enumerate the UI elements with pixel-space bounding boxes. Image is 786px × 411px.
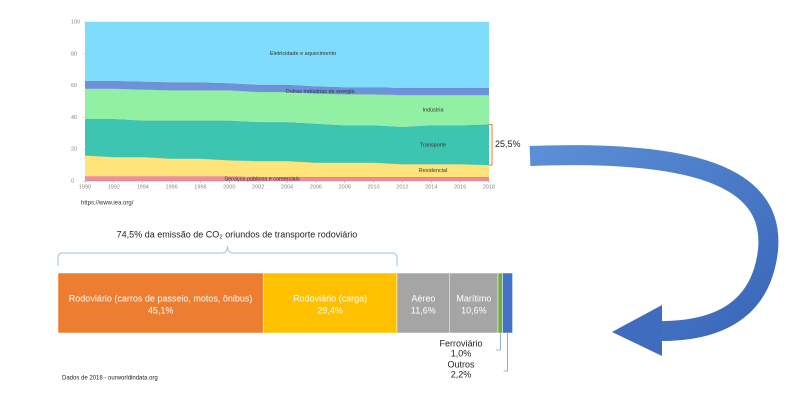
- value-label: 1,0%: [451, 348, 472, 358]
- area-fill: [85, 155, 489, 178]
- bar-segment: [262, 272, 398, 334]
- x-tick-label: 2008: [339, 184, 351, 190]
- area-fill: [85, 88, 489, 127]
- y-tick-label: 100: [71, 19, 80, 25]
- x-tick-label: 1998: [194, 184, 206, 190]
- segment-name: Marítimo: [456, 293, 491, 303]
- y-tick-label: 0: [71, 178, 74, 184]
- x-tick-label: 2018: [483, 184, 495, 190]
- source: https://www.iea.org/: [81, 201, 134, 207]
- bar-segment: [497, 272, 503, 334]
- x-tick-label: 2012: [396, 184, 408, 190]
- x-tick-label: 1992: [108, 184, 120, 190]
- value-label: 11,6%: [411, 305, 436, 315]
- value-label: 2,2%: [451, 369, 472, 379]
- layer-label: Indústria: [422, 108, 444, 114]
- y-tick-label: 40: [71, 115, 77, 121]
- segment-name: Outros: [447, 359, 475, 369]
- leader-line: [496, 333, 501, 351]
- y-tick-label: 20: [71, 147, 77, 153]
- layer-label: Serviços públicos e comerciais: [224, 176, 299, 182]
- segment-name: Rodoviário (carga): [293, 293, 367, 303]
- x-tick-label: 2014: [425, 184, 437, 190]
- value-label: 45,1%: [148, 305, 174, 315]
- bracket: [57, 245, 398, 266]
- bar-segment: [502, 272, 513, 334]
- leader-line: [503, 333, 508, 372]
- curved-arrow: [529, 145, 779, 342]
- bracket-label: 74,5% da emissão de CO₂ oriundos de tran…: [117, 229, 358, 239]
- area-fill: [85, 80, 489, 96]
- note: Dados de 2018 - ourworldindata.org: [62, 376, 158, 382]
- layer-label: Transporte: [420, 142, 446, 148]
- y-tick-label: 80: [71, 51, 77, 57]
- segment-name: Aéreo: [411, 293, 435, 303]
- bar-segment: [449, 272, 499, 334]
- layer-label: Outras indústrias de energia: [285, 89, 355, 95]
- x-tick-label: 1990: [79, 184, 91, 190]
- x-tick-label: 2004: [281, 184, 293, 190]
- x-tick-label: 2000: [223, 184, 235, 190]
- area-chart: 0 20 40 60 80 100 1990 1992 1994 1996 1998 2000 2002…: [71, 19, 521, 190]
- bar-segment: [396, 272, 451, 334]
- segment-name: Ferroviário: [439, 338, 482, 348]
- bar-segment: [57, 272, 264, 334]
- x-tick-label: 2016: [454, 184, 466, 190]
- x-tick-label: 2006: [310, 184, 322, 190]
- layer-label: Eletricidade e aquecimento: [270, 51, 336, 57]
- area-fill: [85, 22, 489, 88]
- y-tick-label: 60: [71, 83, 77, 89]
- segment-name: Rodoviário (carros de passeio, motos, ôn…: [69, 293, 253, 303]
- arrow-head: [612, 305, 662, 356]
- x-tick-label: 1994: [137, 184, 149, 190]
- annotation-bracket: [489, 124, 493, 166]
- bar-chart: Rodoviário (carros de passeio, motos, ôn…: [57, 245, 513, 379]
- layer-label: Residencial: [419, 168, 447, 174]
- area-fill: [85, 176, 489, 181]
- x-tick-label: 2002: [252, 184, 264, 190]
- area-fill: [85, 118, 489, 166]
- value-label: 29,4%: [317, 305, 343, 315]
- x-tick-label: 2010: [367, 184, 379, 190]
- x-tick-label: 1996: [165, 184, 177, 190]
- value-label: 10,6%: [461, 305, 487, 315]
- annotation: 25,5%: [495, 139, 521, 149]
